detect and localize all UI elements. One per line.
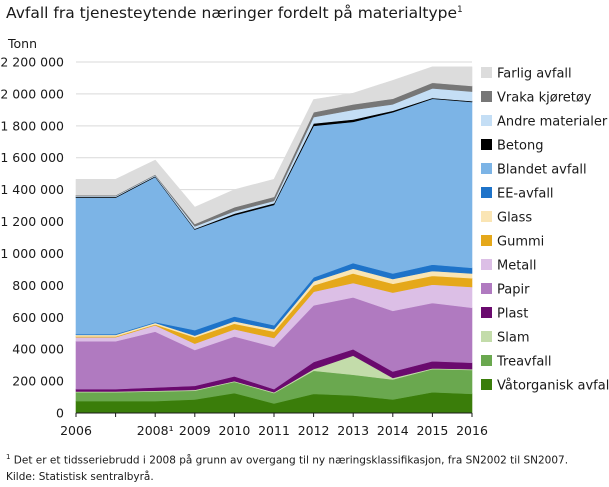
y-tick-label: 1 000 000: [0, 246, 64, 261]
legend-label: Betong: [497, 139, 543, 154]
legend-swatch: [481, 379, 492, 390]
y-tick-label: 1 600 000: [0, 150, 64, 165]
x-axis-ticks: 2006 2008¹ 2009 2010 2011 2012 2013 2014 2015 201…: [60, 413, 488, 438]
y-tick-label: 0: [56, 406, 64, 421]
footnote-line-1: 1 Det er et tidsseriebrudd i 2008 på gru…: [6, 449, 568, 469]
chart: Tonn 0 200 000 400 000 600 000 800 000 1 000 …: [0, 36, 609, 438]
y-tick-label: 600 000: [12, 310, 64, 325]
area-farlig-avfall: [75, 66, 473, 225]
footnote-marker: 1: [6, 453, 11, 461]
legend-label: Vraka kjøretøy: [497, 91, 592, 106]
legend-swatch: [481, 163, 492, 174]
x-tick-label: 2009: [179, 423, 211, 438]
y-axis-ticks: 0 200 000 400 000 600 000 800 000 1 000 000 1 …: [0, 55, 64, 421]
legend-swatch: [481, 331, 492, 342]
y-tick-label: 400 000: [12, 342, 64, 357]
legend-swatch: [481, 139, 492, 150]
x-tick-label: 2006: [60, 423, 92, 438]
footnote: 1 Det er et tidsseriebrudd i 2008 på gru…: [6, 449, 568, 485]
legend-label: Slam: [497, 331, 530, 346]
legend-swatch: [481, 235, 492, 246]
x-tick-label: 2014: [377, 423, 409, 438]
y-axis-unit-label: Tonn: [7, 36, 37, 51]
legend-label: Treavfall: [496, 355, 552, 370]
x-tick-label: 2012: [298, 423, 330, 438]
legend-label: Våtorganisk avfall: [497, 379, 609, 394]
legend-swatch: [481, 355, 492, 366]
legend-label: Andre materialer: [497, 115, 608, 130]
legend-swatch: [481, 211, 492, 222]
x-tick-label: 2015: [416, 423, 448, 438]
y-tick-label: 1 800 000: [0, 118, 64, 133]
legend-label: Farlig avfall: [497, 67, 572, 82]
x-tick-label: 2016: [456, 423, 488, 438]
chart-title: Avfall fra tjenesteytende næringer forde…: [6, 4, 463, 22]
legend-label: Papir: [497, 283, 530, 298]
legend-label: Glass: [497, 211, 532, 226]
legend-swatch: [481, 115, 492, 126]
y-tick-label: 2 000 000: [0, 86, 64, 101]
legend: Farlig avfall Vraka kjøretøy Andre materia…: [481, 67, 609, 394]
source-note: Kilde: Statistisk sentralbyrå.: [6, 470, 154, 483]
footnote-text: Det er et tidsseriebrudd i 2008 på grunn…: [10, 454, 569, 467]
y-tick-label: 2 200 000: [0, 55, 64, 70]
legend-label: Blandet avfall: [497, 163, 587, 178]
y-tick-label: 200 000: [12, 374, 64, 389]
x-tick-label: 2011: [258, 423, 290, 438]
x-tick-label: 2008¹: [137, 423, 174, 438]
y-tick-label: 1 200 000: [0, 214, 64, 229]
legend-swatch: [481, 187, 492, 198]
legend-swatch: [481, 259, 492, 270]
legend-swatch: [481, 91, 492, 102]
legend-label: Metall: [497, 259, 537, 274]
y-tick-label: 1 400 000: [0, 182, 64, 197]
x-tick-label: 2010: [218, 423, 250, 438]
legend-swatch: [481, 283, 492, 294]
stacked-areas: [75, 66, 473, 414]
legend-label: Gummi: [497, 235, 544, 250]
legend-swatch: [481, 67, 492, 78]
x-tick-label: 2013: [337, 423, 369, 438]
legend-swatch: [481, 307, 492, 318]
y-tick-label: 800 000: [12, 278, 64, 293]
chart-title-text: Avfall fra tjenesteytende næringer forde…: [6, 4, 458, 22]
legend-label: Plast: [497, 307, 528, 322]
chart-title-note-marker: 1: [457, 4, 463, 15]
legend-label: EE-avfall: [497, 187, 554, 202]
